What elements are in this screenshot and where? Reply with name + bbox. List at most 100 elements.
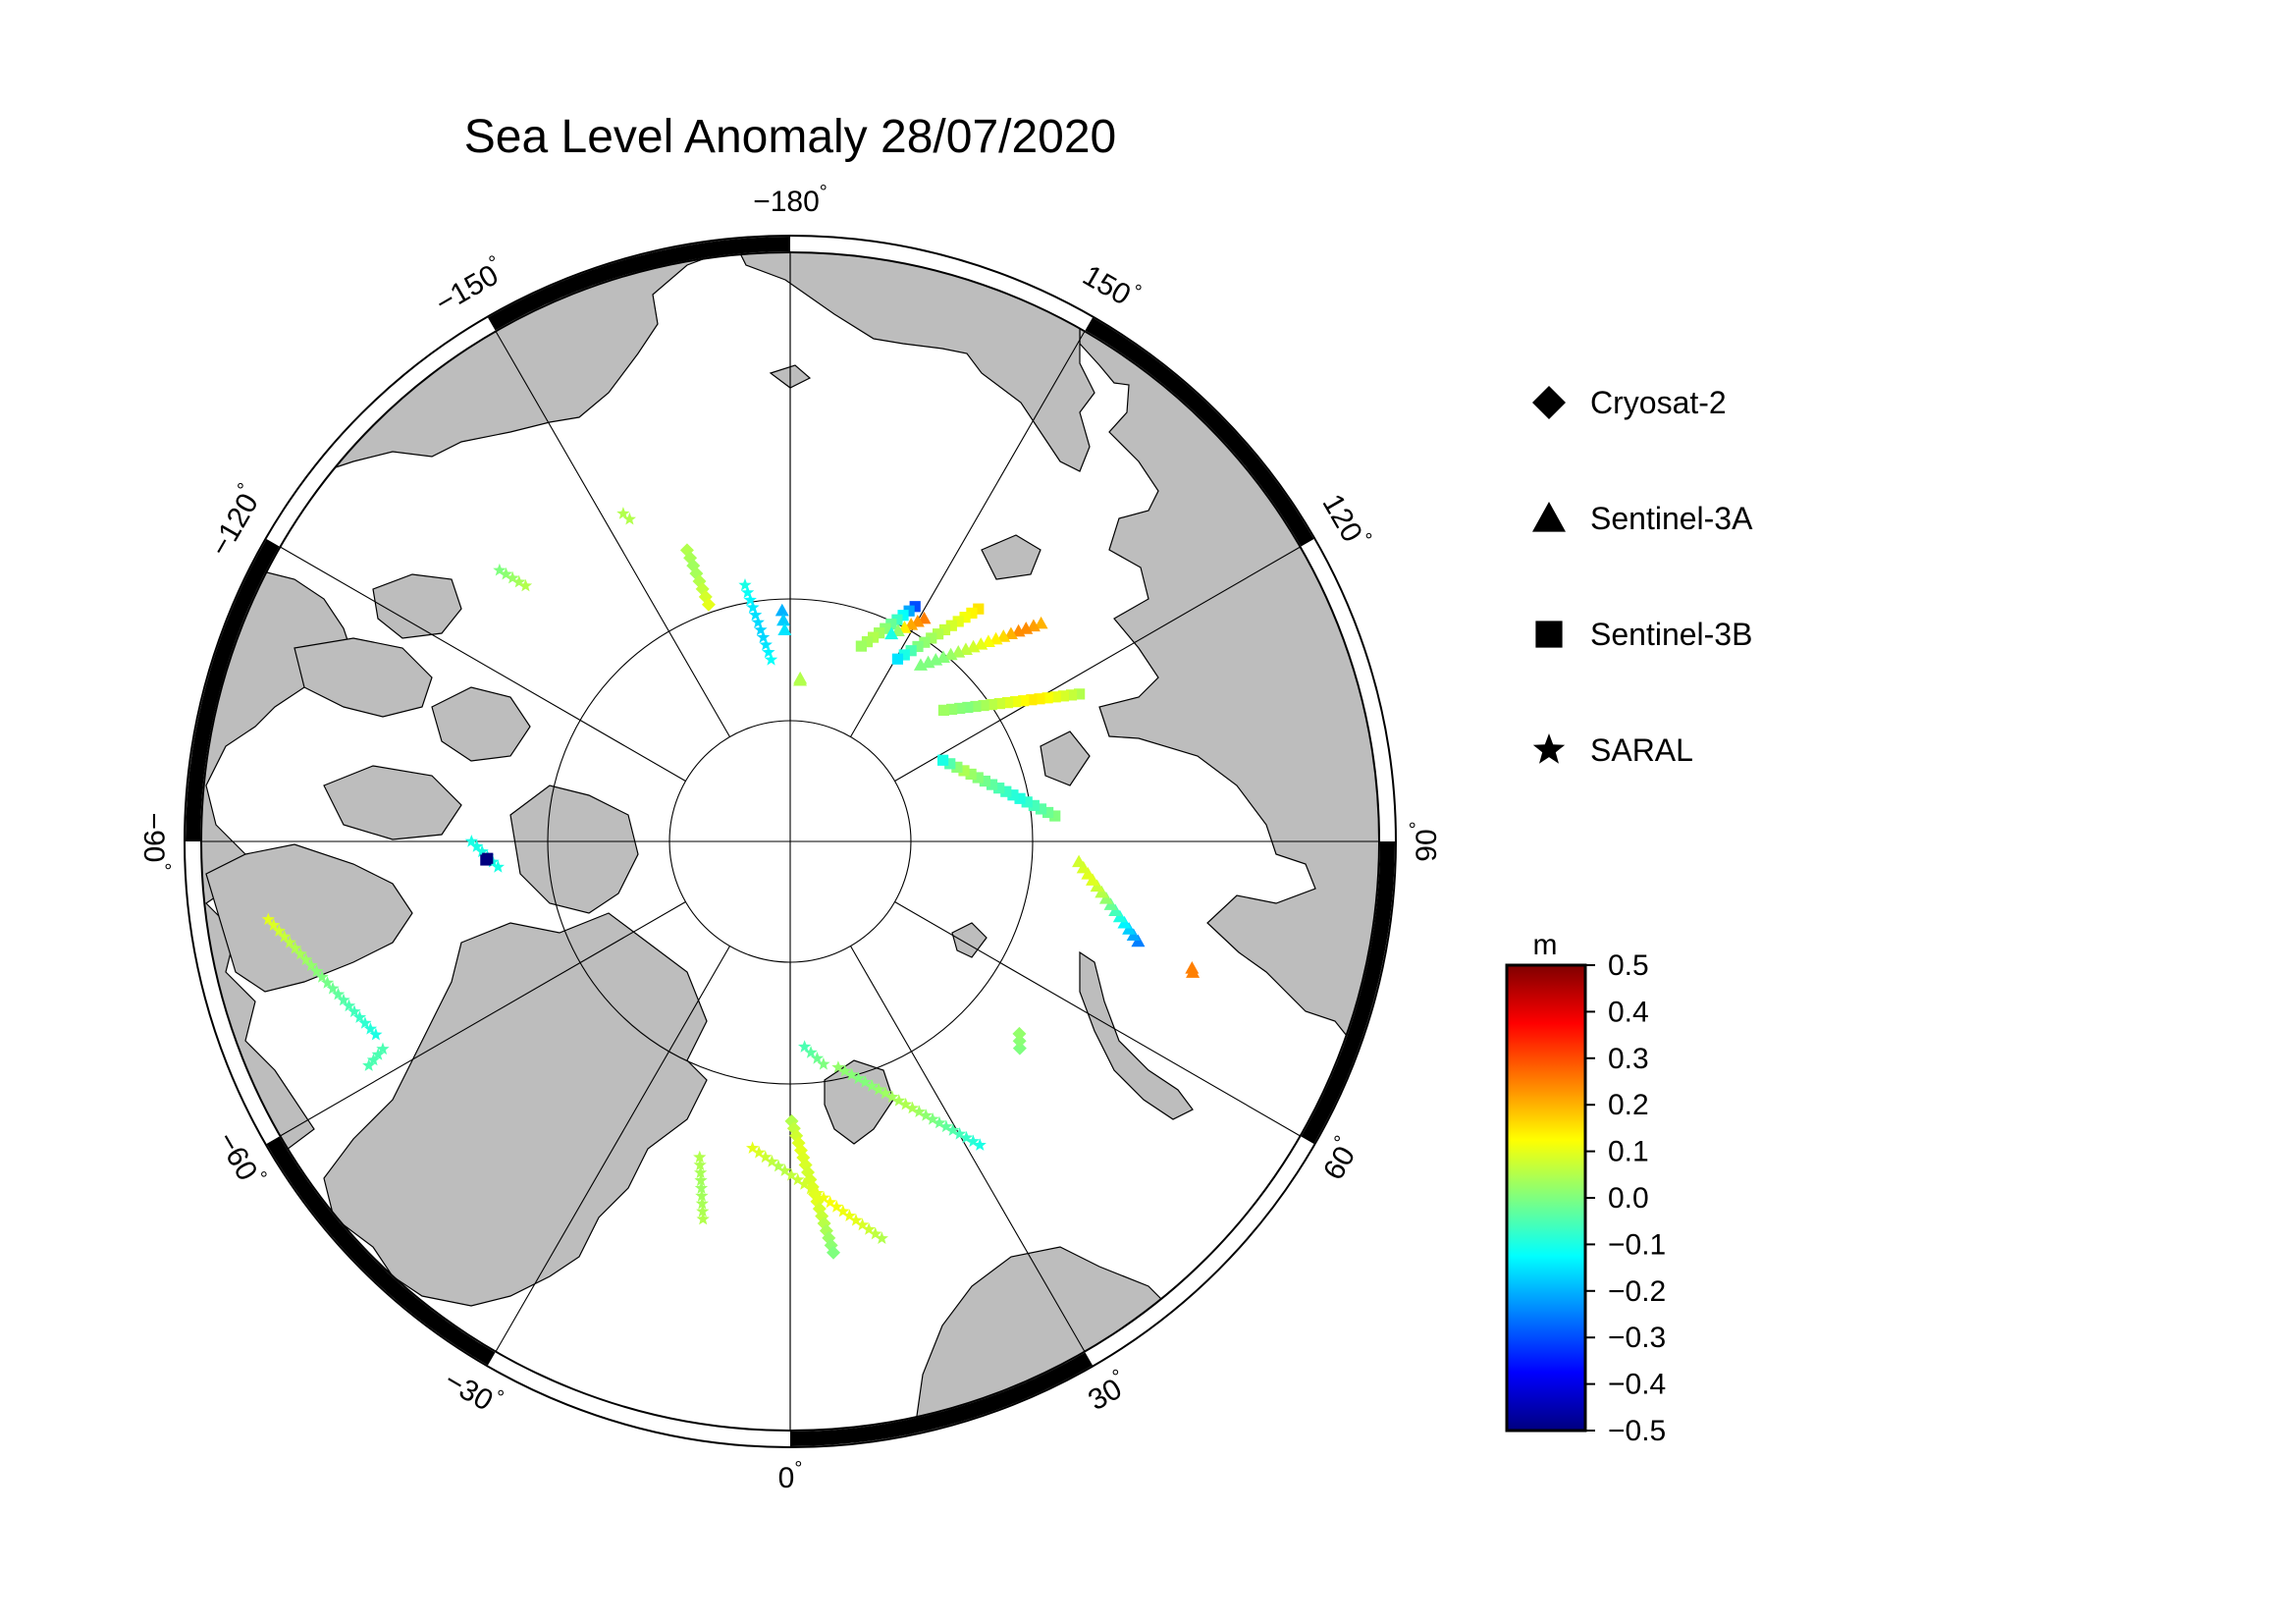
track-point	[978, 699, 989, 712]
track-point	[937, 704, 950, 716]
track-point	[953, 1127, 967, 1140]
track-point	[1007, 789, 1019, 801]
frame-segment	[266, 1136, 496, 1366]
track-point	[1049, 691, 1061, 703]
track-point	[945, 620, 957, 631]
track-point	[376, 1042, 390, 1055]
track-point	[905, 645, 917, 657]
track-point	[695, 1197, 709, 1210]
track-point	[938, 623, 951, 636]
track-point	[1011, 623, 1026, 637]
colorbar-gradient	[1505, 963, 1587, 1433]
track-point	[491, 860, 505, 873]
track-point	[289, 941, 302, 954]
track-point	[759, 637, 773, 651]
track-sentinel-3a	[793, 671, 808, 686]
track-point	[933, 628, 944, 640]
track-point	[804, 1046, 818, 1058]
track-point	[891, 614, 903, 625]
map-title: Sea Level Anomaly 28/07/2020	[464, 111, 1117, 163]
track-point	[972, 772, 984, 784]
land-devon-island	[323, 765, 462, 840]
track-point	[695, 1189, 709, 1202]
track-point	[966, 1134, 980, 1148]
track-saral	[798, 1040, 830, 1070]
track-point	[694, 1173, 708, 1186]
square-icon	[1535, 621, 1563, 648]
track-point	[759, 1150, 773, 1163]
track-sentinel-3b	[937, 754, 1061, 822]
star-icon	[1532, 733, 1566, 764]
track-point	[965, 768, 977, 781]
track-point	[884, 626, 899, 640]
frame-segment	[789, 1352, 1093, 1446]
track-point	[954, 702, 966, 715]
track-point	[1012, 1026, 1027, 1041]
track-point	[1000, 785, 1012, 797]
track-point	[939, 1119, 953, 1133]
land-ellesmere-island	[509, 784, 639, 914]
land-banks-island	[372, 573, 462, 639]
track-point	[1035, 803, 1047, 815]
track-point	[951, 761, 963, 773]
track-point	[518, 578, 533, 592]
track-point	[616, 507, 630, 519]
track-point	[912, 1105, 927, 1117]
track-point	[946, 1123, 960, 1136]
track-point	[897, 610, 909, 622]
colorbar-tick-label: 0.5	[1608, 949, 1649, 982]
longitude-label: 150°	[1077, 256, 1145, 316]
track-point	[1034, 693, 1045, 705]
track-point	[777, 622, 792, 636]
legend-label: Sentinel-3B	[1590, 617, 1752, 652]
track-point	[754, 622, 768, 636]
track-point	[810, 1052, 825, 1064]
track-saral	[261, 912, 383, 1041]
track-point	[962, 701, 974, 714]
track-point	[943, 647, 958, 661]
track-point	[817, 1056, 830, 1070]
track-point	[694, 1165, 708, 1179]
meridian-line	[850, 946, 1086, 1352]
track-cryosat-2	[679, 543, 716, 612]
track-point	[694, 1181, 709, 1194]
track-point	[862, 1222, 876, 1235]
track-point	[981, 634, 995, 648]
track-point	[369, 1027, 383, 1041]
track-point	[817, 1191, 830, 1204]
track-point	[845, 1067, 859, 1081]
track-point	[899, 1097, 913, 1110]
track-point	[1034, 616, 1048, 629]
track-point	[358, 1016, 372, 1029]
track-point	[970, 700, 982, 713]
track-sentinel-3a	[1072, 854, 1146, 947]
track-point	[470, 839, 484, 852]
colorbar-tick-label: −0.1	[1608, 1228, 1666, 1261]
track-point	[347, 1004, 361, 1017]
track-point	[919, 636, 931, 648]
track-point	[966, 607, 978, 620]
frame-segment	[488, 237, 791, 331]
track-point	[267, 918, 281, 931]
track-point	[921, 655, 935, 669]
track-point	[974, 637, 988, 650]
track-point	[851, 1071, 866, 1085]
track-point	[872, 1082, 885, 1096]
track-point	[482, 852, 494, 864]
track-point	[751, 616, 765, 628]
track-point	[793, 673, 808, 686]
track-sentinel-3a	[1185, 961, 1201, 978]
track-point	[926, 632, 937, 644]
track-point	[475, 844, 489, 858]
track-point	[752, 1146, 766, 1159]
land-greenland	[323, 912, 708, 1307]
colorbar-tick-label: −0.2	[1608, 1275, 1666, 1308]
graticule	[201, 252, 1379, 1431]
track-point	[764, 653, 778, 666]
meridian-line	[894, 546, 1301, 782]
track-point	[958, 765, 970, 777]
colorbar-tick-label: −0.5	[1608, 1415, 1666, 1447]
track-sentinel-3a	[774, 603, 792, 636]
land-severnaya-zemlya	[1040, 730, 1091, 786]
